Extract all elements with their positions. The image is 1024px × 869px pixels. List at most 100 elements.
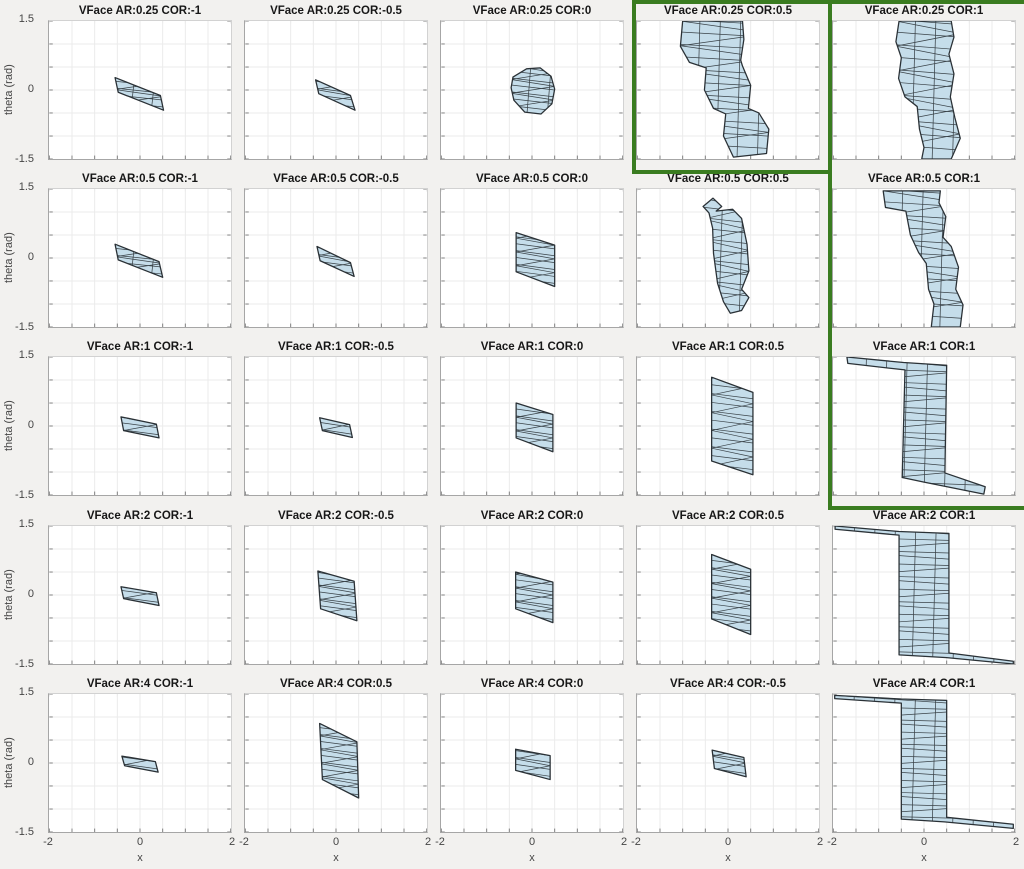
y-tick-label: 1.5	[18, 517, 34, 530]
subplot-title: VFace AR:4 COR:-1	[86, 677, 194, 690]
subplot-ar05-corm05: VFace AR:0.5 COR:-0.5	[244, 171, 428, 330]
subplot-title: VFace AR:0.5 COR:0.5	[667, 173, 789, 186]
plot-area[interactable]	[440, 356, 624, 497]
subplot-ar4-corm05: VFace AR:4 COR:-0.5 -2 0 2 x	[631, 676, 824, 869]
plot-area[interactable]	[636, 188, 820, 329]
subplot-ar05-cor1: VFace AR:0.5 COR:1	[832, 171, 1016, 330]
y-tick-label: -1.5	[15, 489, 34, 502]
x-tick-label: 0	[332, 835, 340, 848]
plot-area[interactable]	[440, 20, 624, 160]
y-tick-label: -1.5	[15, 657, 34, 670]
x-axis-label: x	[921, 851, 927, 864]
x-tick-label: 0	[528, 835, 536, 848]
x-tick-label: 2	[1012, 835, 1020, 848]
y-tick-label: 0	[27, 419, 34, 432]
plot-area[interactable]	[832, 692, 1016, 833]
subplot-title: VFace AR:0.25 COR:0	[472, 5, 592, 17]
subplot-ar1-corm05: VFace AR:1 COR:-0.5	[244, 339, 428, 498]
subplot-ar1-cor05: VFace AR:1 COR:0.5	[636, 339, 820, 498]
plot-area[interactable]	[244, 20, 428, 160]
subplot-title: VFace AR:2 COR:0.5	[671, 509, 785, 522]
plot-area[interactable]	[636, 356, 820, 497]
subplot-title: VFace AR:0.5 COR:0	[475, 173, 589, 186]
subplot-ar2-cor1: VFace AR:2 COR:1	[832, 508, 1016, 667]
y-tick-label: -1.5	[15, 825, 34, 838]
plot-area[interactable]	[636, 692, 820, 833]
x-tick-label: -2	[631, 835, 641, 848]
subplot-title: VFace AR:2 COR:0	[480, 509, 584, 522]
plot-area[interactable]	[440, 524, 624, 665]
x-tick-label: -2	[43, 835, 53, 848]
x-tick-label: 2	[424, 835, 432, 848]
y-tick-label: 0	[27, 755, 34, 768]
subplot-ar025-cor05: VFace AR:0.25 COR:0.5	[636, 3, 820, 162]
plot-area[interactable]	[48, 20, 232, 160]
y-axis-row-3: theta (rad) 1.5 0 -1.5	[2, 339, 36, 502]
subplot-ar2-cor05: VFace AR:2 COR:0.5	[636, 508, 820, 667]
subplot-title: VFace AR:1 COR:1	[872, 341, 976, 354]
subplot-ar025-corm05: VFace AR:0.25 COR:-0.5	[244, 3, 428, 162]
y-tick-label: 0	[27, 83, 34, 95]
x-axis-label: x	[137, 851, 143, 864]
plot-area[interactable]	[832, 356, 1016, 497]
subplot-ar2-cor0: VFace AR:2 COR:0	[440, 508, 624, 667]
y-axis-row-4: theta (rad) 1.5 0 -1.5	[2, 508, 36, 670]
y-tick-label: 0	[27, 251, 34, 264]
plot-area[interactable]	[440, 692, 624, 833]
y-axis-row-1: theta (rad) 1.5 0 -1.5	[2, 3, 36, 165]
subplot-title: VFace AR:0.25 COR:1	[864, 5, 984, 17]
subplot-ar1-cor0: VFace AR:1 COR:0	[440, 339, 624, 498]
y-tick-label: 1.5	[18, 13, 34, 25]
x-tick-label: -2	[435, 835, 445, 848]
subplot-ar4-cor0: VFace AR:4 COR:0 -2 0 2 x	[435, 676, 628, 869]
subplot-title: VFace AR:0.25 COR:-1	[78, 5, 202, 17]
subplot-ar2-corm05: VFace AR:2 COR:-0.5	[244, 508, 428, 667]
plot-area[interactable]	[832, 188, 1016, 329]
y-tick-label: 1.5	[18, 181, 34, 194]
subplot-title: VFace AR:0.5 COR:-0.5	[273, 173, 399, 186]
subplot-ar4-cor05: VFace AR:4 COR:0.5 -2 0 2 x	[239, 676, 432, 869]
plot-area[interactable]	[832, 20, 1016, 160]
subplot-ar1-cor1: VFace AR:1 COR:1	[832, 339, 1016, 498]
x-tick-label: 2	[816, 835, 824, 848]
y-axis-row-5: theta (rad) 1.5 0 -1.5	[2, 676, 36, 869]
x-axis-label: x	[725, 851, 731, 864]
plot-area[interactable]	[244, 356, 428, 497]
x-tick-label: -2	[239, 835, 249, 848]
x-axis: -2 0 2 x	[43, 833, 235, 867]
plot-area[interactable]	[636, 20, 820, 160]
subplot-title: VFace AR:4 COR:-0.5	[670, 677, 786, 690]
subplot-title: VFace AR:1 COR:-1	[86, 341, 194, 354]
x-axis: -2 0 2 x	[239, 833, 432, 867]
plot-area[interactable]	[244, 188, 428, 329]
x-axis: -2 0 2 x	[631, 833, 824, 867]
plot-area[interactable]	[48, 188, 232, 329]
x-tick-label: 0	[920, 835, 928, 848]
y-axis-row-2: theta (rad) 1.5 0 -1.5	[2, 171, 36, 334]
plot-area[interactable]	[440, 188, 624, 329]
x-axis: -2 0 2 x	[435, 833, 628, 867]
subplot-ar2-corm1: VFace AR:2 COR:-1	[48, 508, 232, 667]
x-axis-label: x	[333, 851, 339, 864]
y-tick-label: -1.5	[15, 153, 34, 165]
plot-area[interactable]	[636, 524, 820, 665]
plot-area[interactable]	[244, 524, 428, 665]
plot-area[interactable]	[48, 692, 232, 833]
plot-area[interactable]	[48, 524, 232, 665]
x-axis: -2 0 2 x	[827, 833, 1020, 867]
subplot-ar1-corm1: VFace AR:1 COR:-1	[48, 339, 232, 498]
x-axis-label: x	[529, 851, 535, 864]
plot-area[interactable]	[244, 692, 428, 833]
y-tick-label: 0	[27, 587, 34, 600]
subplot-title: VFace AR:2 COR:-0.5	[278, 509, 394, 522]
plot-area[interactable]	[48, 356, 232, 497]
x-tick-label: 2	[620, 835, 628, 848]
y-tick-label: 1.5	[18, 685, 34, 698]
subplot-title: VFace AR:2 COR:1	[872, 509, 976, 522]
subplot-ar4-corm1: VFace AR:4 COR:-1 -2 0 2 x	[43, 676, 235, 869]
plot-area[interactable]	[832, 524, 1016, 665]
subplot-title: VFace AR:2 COR:-1	[86, 509, 194, 522]
y-tick-label: -1.5	[15, 321, 34, 334]
subplot-ar025-cor0: VFace AR:0.25 COR:0	[440, 3, 624, 162]
